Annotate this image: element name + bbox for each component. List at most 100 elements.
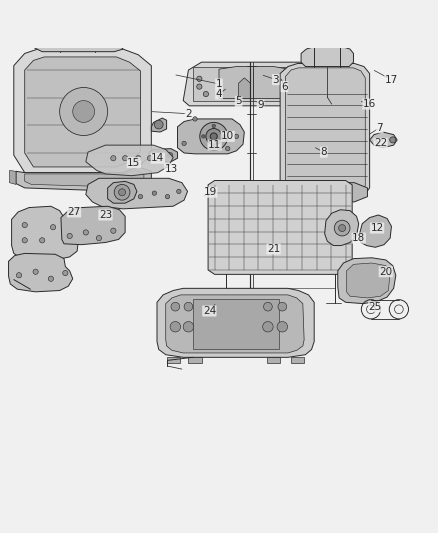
Text: 27: 27 [67,207,81,217]
Circle shape [114,184,130,200]
Polygon shape [193,299,279,349]
Circle shape [33,269,38,274]
Polygon shape [108,181,137,203]
Circle shape [111,156,116,161]
Polygon shape [166,357,180,364]
Polygon shape [360,215,392,247]
Text: 19: 19 [204,187,217,197]
Circle shape [200,123,228,150]
Polygon shape [12,206,78,260]
Text: 1: 1 [215,79,223,89]
Circle shape [63,270,68,276]
Circle shape [263,321,273,332]
Polygon shape [86,179,187,209]
Circle shape [182,141,186,146]
Circle shape [171,302,180,311]
Polygon shape [25,171,144,187]
Circle shape [22,238,27,243]
Circle shape [226,147,230,151]
Text: 7: 7 [376,123,383,133]
Text: 24: 24 [203,306,216,316]
Circle shape [119,189,126,196]
Circle shape [96,236,102,241]
Polygon shape [10,171,16,184]
Circle shape [83,230,88,235]
Polygon shape [177,119,244,154]
Text: 25: 25 [369,302,382,312]
Circle shape [22,222,27,228]
Circle shape [39,238,45,243]
Polygon shape [370,132,397,148]
Text: 14: 14 [151,153,165,163]
Text: 21: 21 [267,244,280,254]
Circle shape [201,135,205,138]
Polygon shape [193,67,303,101]
Circle shape [177,189,181,193]
Polygon shape [338,258,396,304]
Circle shape [390,137,396,143]
Text: 15: 15 [127,158,141,167]
Polygon shape [280,63,370,199]
Circle shape [170,321,180,332]
Circle shape [277,321,288,332]
Circle shape [183,321,194,332]
Polygon shape [301,46,353,67]
Circle shape [50,224,56,230]
Text: 11: 11 [208,140,221,150]
Polygon shape [208,181,352,274]
Circle shape [154,120,163,129]
Polygon shape [9,253,73,292]
Text: 2: 2 [185,109,192,119]
Text: 9: 9 [257,100,264,110]
Circle shape [16,272,21,278]
Circle shape [111,228,116,233]
Polygon shape [291,357,304,364]
Polygon shape [151,118,166,132]
Text: 10: 10 [221,132,234,141]
Circle shape [223,135,226,138]
Text: 8: 8 [321,147,327,157]
Polygon shape [25,57,141,167]
Polygon shape [86,145,173,176]
Polygon shape [166,295,304,353]
Polygon shape [183,62,311,106]
Text: 22: 22 [374,139,387,148]
Text: 17: 17 [385,75,398,85]
Circle shape [136,156,141,161]
Polygon shape [149,149,177,161]
Text: 4: 4 [215,89,223,99]
Circle shape [148,156,152,161]
Circle shape [48,276,53,281]
Polygon shape [286,68,365,196]
Circle shape [193,117,197,121]
Circle shape [197,84,202,89]
Circle shape [73,101,95,123]
Polygon shape [61,206,125,245]
Text: 20: 20 [379,266,392,277]
Polygon shape [267,357,280,364]
Polygon shape [346,263,390,298]
Text: 5: 5 [235,96,242,107]
Text: 6: 6 [281,82,288,92]
Text: 12: 12 [371,223,384,233]
Circle shape [155,152,162,159]
Circle shape [212,145,215,149]
Circle shape [278,302,287,311]
Circle shape [210,133,217,140]
Text: 23: 23 [99,210,112,220]
Circle shape [138,195,143,199]
Polygon shape [33,42,123,52]
Circle shape [167,152,173,158]
Polygon shape [239,78,251,99]
Circle shape [197,76,202,82]
Circle shape [203,92,208,96]
Circle shape [206,128,222,144]
Circle shape [60,87,108,135]
Polygon shape [219,67,289,99]
Text: 16: 16 [363,99,376,109]
Text: 13: 13 [164,164,177,174]
Circle shape [234,134,239,139]
Text: 18: 18 [352,233,365,243]
Circle shape [165,195,170,199]
Text: 3: 3 [272,75,279,85]
